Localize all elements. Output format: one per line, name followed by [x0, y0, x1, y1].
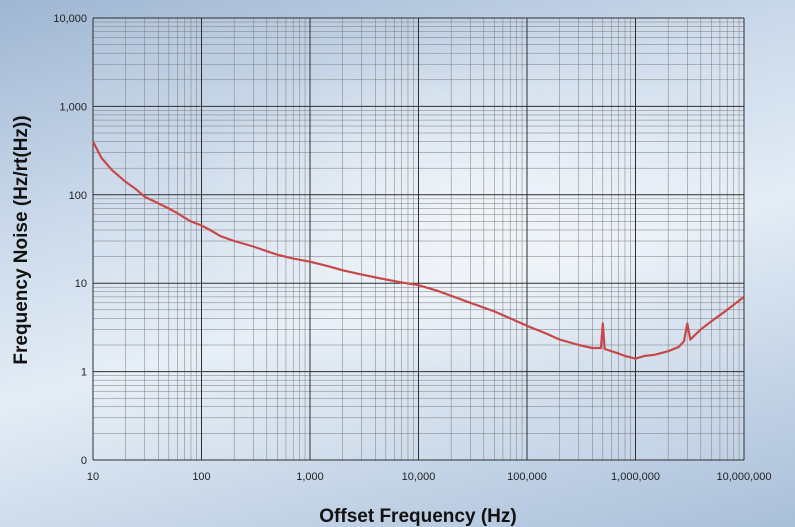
x-tick-label: 10,000,000	[716, 471, 771, 483]
x-tick-label: 1,000	[296, 471, 324, 483]
y-axis-title: Frequency Noise (Hz/rt(Hz))	[11, 115, 32, 364]
y-tick-label: 1,000	[59, 101, 87, 113]
x-axis-title: Offset Frequency (Hz)	[319, 506, 516, 527]
background-glow	[180, 40, 760, 380]
y-tick-label: 100	[69, 190, 87, 202]
x-tick-label: 10,000	[402, 471, 436, 483]
x-tick-label: 10	[87, 471, 99, 483]
y-tick-label: 0	[81, 455, 87, 467]
x-tick-label: 1,000,000	[611, 471, 660, 483]
tick-labels: 10 100 1,000 10,000 100,000 1,000,000 10,000,0…	[53, 13, 771, 483]
major-grid	[92, 17, 745, 461]
y-tick-label: 1	[81, 367, 87, 379]
series-layer	[92, 141, 745, 360]
series-line	[92, 141, 745, 360]
x-tick-label: 100	[192, 471, 210, 483]
y-tick-label: 10	[75, 278, 87, 290]
x-tick-label: 100,000	[507, 471, 547, 483]
y-tick-label: 10,000	[53, 13, 87, 25]
